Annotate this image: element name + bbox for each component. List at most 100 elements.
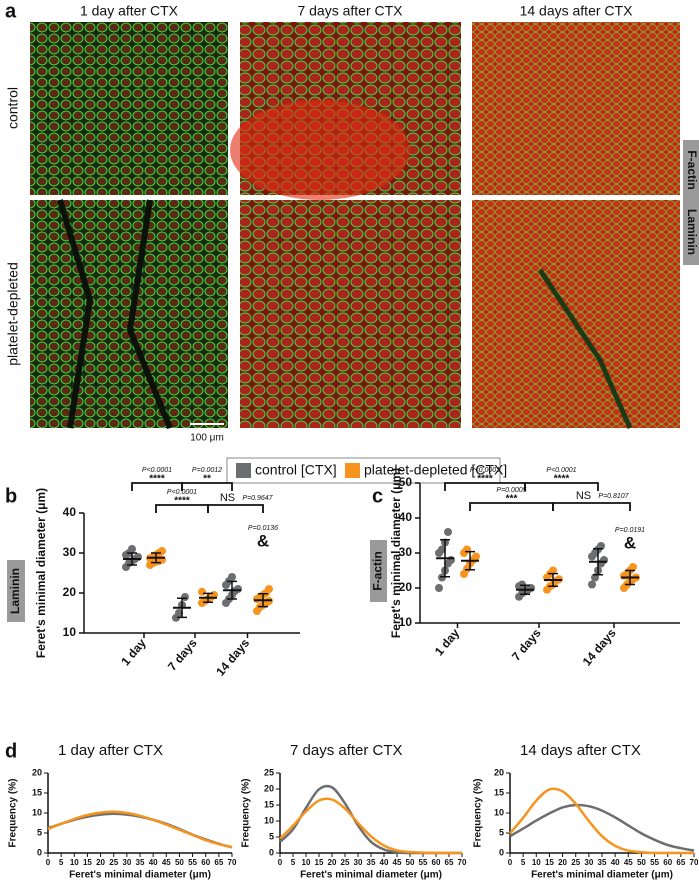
x-tick-label: 55 xyxy=(188,858,197,867)
y-tick-label: 5 xyxy=(499,827,504,837)
chart-title: 1 day after CTX xyxy=(58,742,163,759)
x-tick-label: 60 xyxy=(201,858,210,867)
x-tick-label: 70 xyxy=(690,858,699,867)
panel-letter: b xyxy=(5,485,17,507)
x-tick-label: 50 xyxy=(406,858,415,867)
y-tick-label: 0 xyxy=(37,847,42,857)
y-tick-label: 40 xyxy=(399,510,413,524)
x-tick-label: 65 xyxy=(676,858,685,867)
p-value: P=0.8107 xyxy=(598,493,629,500)
y-tick-label: 15 xyxy=(32,787,42,797)
p-value: P=0.0191 xyxy=(615,527,645,534)
legend-swatch xyxy=(345,463,360,478)
y-tick-label: 20 xyxy=(264,783,274,793)
error-bar xyxy=(548,572,558,587)
data-point xyxy=(447,556,455,564)
data-point xyxy=(198,587,206,596)
y-tick-label: 15 xyxy=(494,787,504,797)
error-bar xyxy=(151,552,161,564)
micrograph-gap xyxy=(537,268,633,430)
y-tick-label: 10 xyxy=(32,807,42,817)
chart-title: 14 days after CTX xyxy=(520,742,641,759)
column-title: 1 day after CTX xyxy=(80,3,179,19)
line xyxy=(279,797,462,855)
data-point xyxy=(234,585,242,593)
data-point xyxy=(600,556,608,564)
chart-title: 7 days after CTX xyxy=(290,742,403,759)
micrograph xyxy=(472,200,680,428)
y-tick-label: 10 xyxy=(63,625,77,639)
row-label: control xyxy=(5,87,21,129)
x-tick-label: 10 xyxy=(532,858,541,867)
p-value: P<0.0001 xyxy=(546,467,576,474)
line xyxy=(509,803,695,852)
legend-label: platelet-depleted [CTX] xyxy=(364,462,507,478)
y-axis-label: Frequency (%) xyxy=(241,779,252,848)
micrograph xyxy=(30,22,228,195)
x-tick-label: 25 xyxy=(109,858,118,867)
x-tick-label: 5 xyxy=(521,858,526,867)
x-tick-label: 14 days xyxy=(213,636,252,679)
data-point xyxy=(444,528,452,536)
significance-label: NS xyxy=(220,492,235,504)
micrograph xyxy=(30,200,228,428)
x-tick-label: 20 xyxy=(96,858,105,867)
bracket xyxy=(207,504,264,513)
data-point xyxy=(181,593,189,601)
x-tick-label: 40 xyxy=(380,858,389,867)
y-tick-label: 5 xyxy=(37,827,42,837)
error-bar xyxy=(177,597,187,619)
y-tick-label: 30 xyxy=(63,545,77,559)
p-value: P=0.0012 xyxy=(192,467,222,474)
x-tick-label: 0 xyxy=(278,858,283,867)
legend-box xyxy=(226,457,501,484)
line xyxy=(509,787,694,855)
significance-stars: **** xyxy=(477,474,493,485)
y-tick-label: 15 xyxy=(264,799,274,809)
data-point xyxy=(591,573,599,582)
y-tick-label: 40 xyxy=(63,505,77,519)
y-tick-label: 25 xyxy=(264,767,274,777)
x-tick-label: 20 xyxy=(328,858,337,867)
error-bar xyxy=(520,584,530,596)
y-tick-label: 30 xyxy=(399,545,413,559)
panel-letter: c xyxy=(372,485,383,507)
x-tick-label: 70 xyxy=(458,858,467,867)
x-tick-label: 25 xyxy=(341,858,350,867)
y-axis-label: Feret's minimal diameter (μm) xyxy=(34,488,48,658)
x-tick-label: 70 xyxy=(228,858,237,867)
error-bar xyxy=(625,569,635,586)
significance-stars: **** xyxy=(149,474,165,485)
data-point xyxy=(549,566,557,575)
data-point xyxy=(228,573,236,581)
error-bar xyxy=(258,593,268,608)
significance-label: NS xyxy=(576,490,591,502)
line xyxy=(279,784,462,855)
x-tick-label: 40 xyxy=(611,858,620,867)
x-tick-label: 45 xyxy=(162,858,171,867)
stain-label: F-actin xyxy=(371,551,385,590)
x-axis-label: Feret's minimal diameter (μm) xyxy=(69,870,211,881)
bracket xyxy=(181,482,233,491)
x-tick-label: 0 xyxy=(46,858,51,867)
x-tick-label: 35 xyxy=(367,858,376,867)
column-title: 14 days after CTX xyxy=(520,3,633,19)
x-tick-label: 0 xyxy=(508,858,513,867)
x-tick-label: 50 xyxy=(637,858,646,867)
y-tick-label: 5 xyxy=(269,831,274,841)
p-value: P<0.0001 xyxy=(167,489,197,496)
p-value: P=0.0005 xyxy=(496,487,526,494)
micrograph xyxy=(240,200,461,428)
y-tick-label: 20 xyxy=(63,585,77,599)
axis xyxy=(509,773,694,854)
significance-stars: ** xyxy=(203,474,211,485)
x-tick-label: 45 xyxy=(393,858,402,867)
x-tick-label: 10 xyxy=(302,858,311,867)
significance-stars: **** xyxy=(554,474,570,485)
bracket xyxy=(524,482,599,491)
data-point xyxy=(128,545,136,553)
panel-letter: a xyxy=(5,0,17,22)
x-tick-label: 60 xyxy=(432,858,441,867)
panel-letter: d xyxy=(5,740,17,762)
x-tick-label: 40 xyxy=(149,858,158,867)
